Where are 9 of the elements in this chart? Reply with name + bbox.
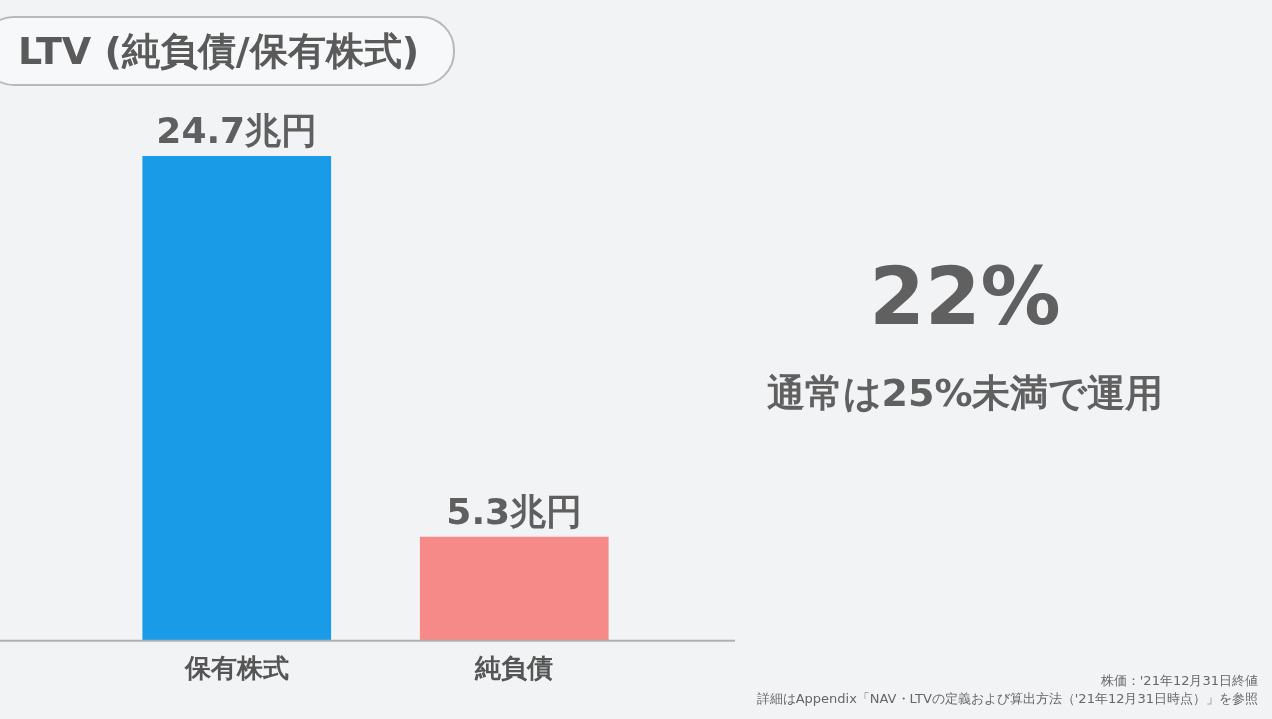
data-label: 24.7兆円	[156, 110, 318, 152]
x-tick-label: 保有株式	[183, 653, 289, 684]
text: 通常は25%未満で運用	[765, 370, 1165, 417]
chart-title: LTV (純負債/保有株式)	[0, 16, 456, 86]
x-tick-label: 純負債	[474, 653, 554, 684]
data-label: 5.3兆円	[446, 491, 583, 533]
text: 株価：'21年12月31日終値	[1099, 672, 1258, 690]
text: 詳細はAppendix「NAV・LTVの定義および算出方法（'21年12月31日時点）」を参照	[756, 690, 1258, 708]
text: 22%	[868, 250, 1062, 343]
